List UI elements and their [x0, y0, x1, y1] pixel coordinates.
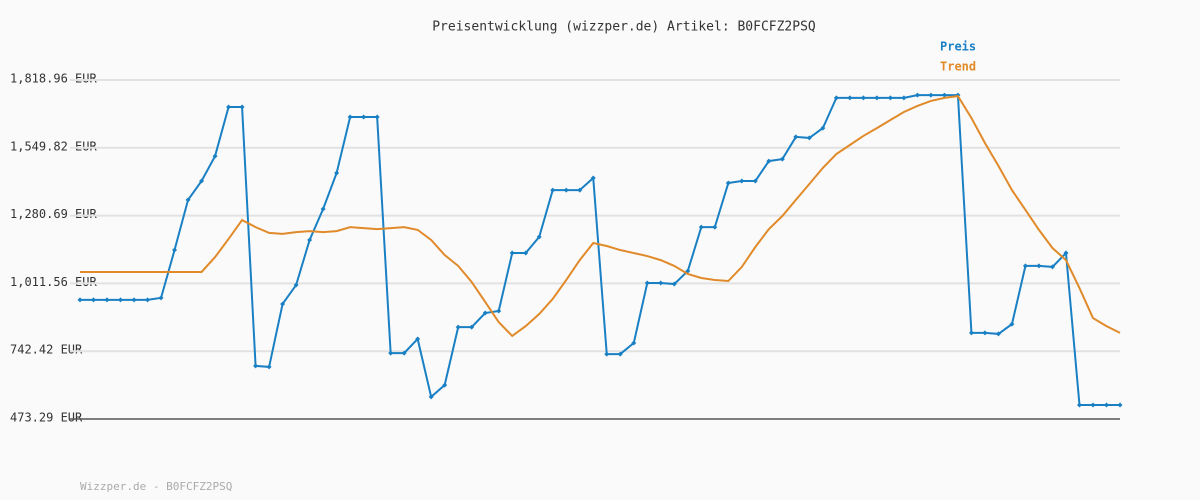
point-marker	[239, 104, 245, 110]
point-marker	[617, 351, 623, 357]
point-marker	[577, 187, 583, 193]
point-marker	[145, 297, 151, 303]
point-marker	[766, 158, 772, 164]
footer: Wizzper.de - B0FCFZ2PSQ	[80, 480, 232, 493]
y-tick-label: 742.42 EUR	[10, 343, 83, 357]
point-marker	[212, 153, 218, 159]
point-marker	[455, 324, 461, 330]
point-marker	[604, 351, 610, 357]
point-marker	[941, 92, 947, 98]
point-marker	[293, 282, 299, 288]
point-marker	[1076, 402, 1082, 408]
point-marker	[901, 95, 907, 101]
legend-label: Preis	[940, 40, 976, 54]
point-marker	[347, 114, 353, 120]
point-marker	[860, 95, 866, 101]
point-marker	[428, 394, 434, 400]
point-marker	[361, 114, 367, 120]
point-marker	[914, 92, 920, 98]
point-marker	[77, 297, 83, 303]
point-marker	[752, 178, 758, 184]
point-marker	[779, 156, 785, 162]
point-marker	[1063, 250, 1069, 256]
point-marker	[509, 250, 515, 256]
point-marker	[847, 95, 853, 101]
point-marker	[995, 331, 1001, 337]
point-marker	[671, 281, 677, 287]
point-marker	[1117, 402, 1123, 408]
point-marker	[833, 95, 839, 101]
point-marker	[698, 224, 704, 230]
point-marker	[536, 234, 542, 240]
point-marker	[793, 134, 799, 140]
point-marker	[104, 297, 110, 303]
point-marker	[185, 197, 191, 203]
y-tick-label: 1,011.56 EUR	[10, 275, 97, 289]
point-marker	[563, 187, 569, 193]
point-marker	[280, 301, 286, 307]
point-marker	[887, 95, 893, 101]
chart-title: Preisentwicklung (wizzper.de) Artikel: B…	[432, 20, 816, 35]
legend-label: Trend	[940, 60, 976, 74]
point-marker	[442, 382, 448, 388]
point-marker	[982, 330, 988, 336]
point-marker	[523, 250, 529, 256]
point-marker	[550, 187, 556, 193]
point-marker	[928, 92, 934, 98]
point-marker	[469, 324, 475, 330]
point-marker	[631, 340, 637, 346]
point-marker	[131, 297, 137, 303]
point-marker	[199, 178, 205, 184]
point-marker	[658, 280, 664, 286]
point-marker	[482, 310, 488, 316]
point-marker	[739, 178, 745, 184]
y-tick-label: 1,280.69 EUR	[10, 207, 97, 221]
point-marker	[266, 364, 272, 370]
point-marker	[118, 297, 124, 303]
point-marker	[158, 295, 164, 301]
point-marker	[91, 297, 97, 303]
point-marker	[1022, 263, 1028, 269]
point-marker	[874, 95, 880, 101]
point-marker	[1036, 263, 1042, 269]
point-marker	[307, 237, 313, 243]
point-marker	[1103, 402, 1109, 408]
point-marker	[226, 104, 232, 110]
point-marker	[644, 280, 650, 286]
point-marker	[415, 336, 421, 342]
y-tick-label: 473.29 EUR	[10, 411, 83, 425]
point-marker	[1009, 321, 1015, 327]
series-line	[80, 95, 1121, 338]
point-marker	[388, 350, 394, 356]
point-marker	[725, 180, 731, 186]
y-tick-label: 1,549.82 EUR	[10, 139, 97, 153]
point-marker	[1049, 264, 1055, 270]
point-marker	[172, 247, 178, 253]
point-marker	[320, 206, 326, 212]
point-marker	[712, 224, 718, 230]
point-marker	[496, 308, 502, 314]
point-marker	[820, 125, 826, 131]
point-marker	[334, 170, 340, 176]
point-marker	[968, 330, 974, 336]
point-marker	[806, 135, 812, 141]
y-tick-label: 1,818.96 EUR	[10, 72, 97, 86]
point-marker	[253, 363, 259, 369]
point-marker	[590, 175, 596, 181]
point-marker	[1090, 402, 1096, 408]
point-marker	[401, 350, 407, 356]
point-marker	[374, 114, 380, 120]
